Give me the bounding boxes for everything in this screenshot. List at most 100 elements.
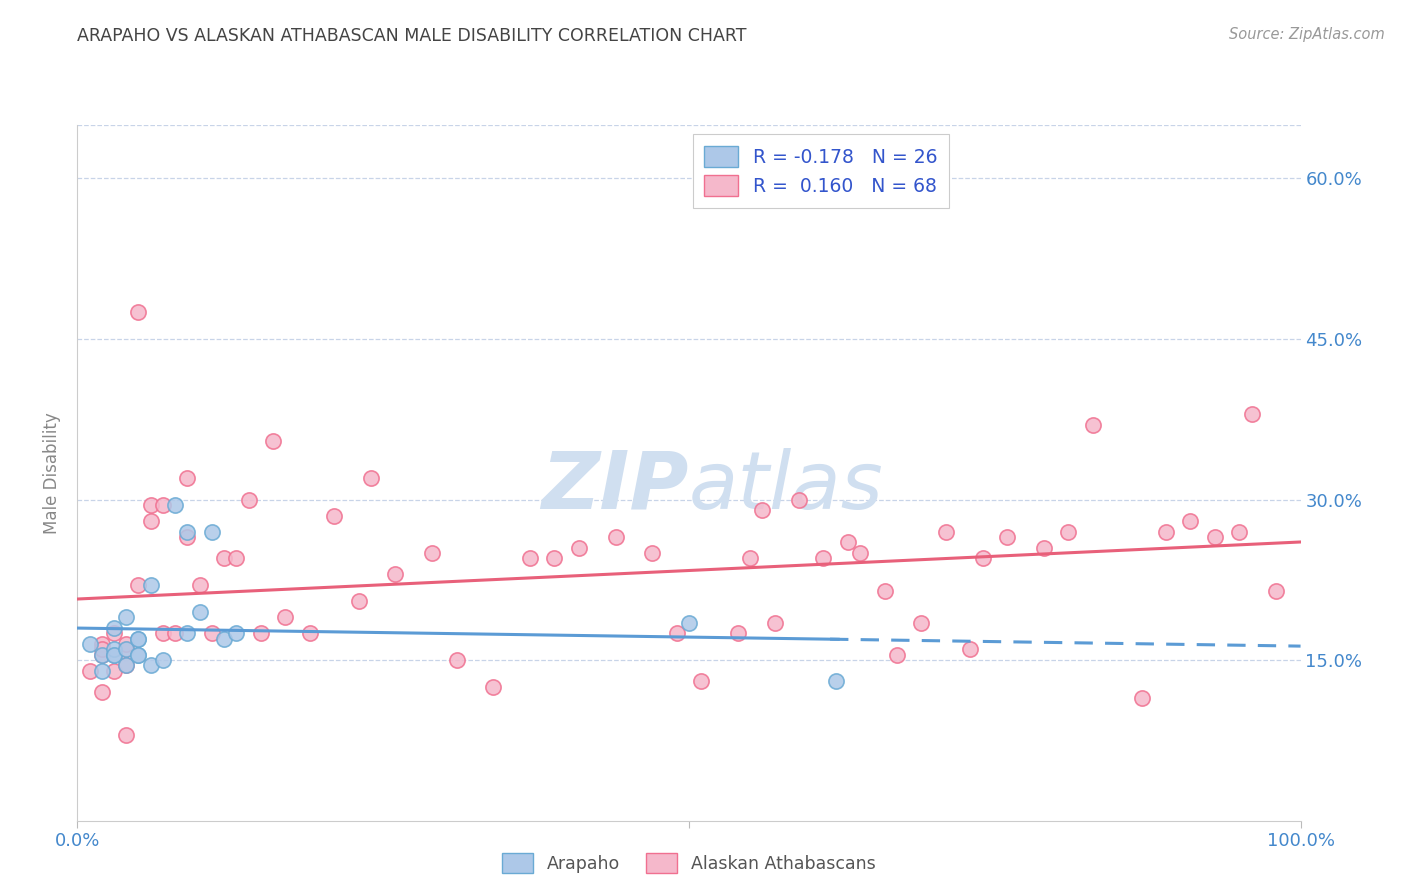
Point (176, 530, 198, 544)
Point (1229, 524, 1251, 539)
Point (972, 551, 994, 566)
Text: atlas: atlas (689, 448, 884, 525)
Point (128, 632, 150, 646)
Point (128, 648, 150, 662)
Point (482, 680, 505, 694)
Point (543, 551, 565, 566)
Point (188, 578, 211, 592)
Point (641, 546, 664, 560)
Point (225, 551, 247, 566)
Point (813, 551, 835, 566)
Point (837, 535, 859, 549)
Point (115, 642, 138, 657)
Point (995, 530, 1018, 544)
Text: ZIP: ZIP (541, 448, 689, 525)
Point (103, 642, 125, 657)
Point (165, 626, 187, 640)
Point (519, 551, 541, 566)
Point (1240, 407, 1263, 421)
Point (201, 626, 224, 640)
Point (176, 626, 198, 640)
Point (787, 492, 810, 507)
Point (886, 648, 908, 662)
Point (873, 583, 896, 598)
Point (1154, 524, 1177, 539)
Point (568, 541, 591, 555)
Point (1265, 583, 1288, 598)
Point (824, 674, 846, 689)
Point (384, 567, 406, 582)
Point (849, 546, 872, 560)
Legend: Arapaho, Alaskan Athabascans: Arapaho, Alaskan Athabascans (494, 844, 884, 881)
Point (959, 642, 981, 657)
Point (139, 578, 162, 592)
Point (90, 648, 112, 662)
Point (103, 648, 125, 662)
Point (250, 626, 273, 640)
Point (910, 615, 932, 630)
Point (115, 610, 138, 624)
Point (176, 471, 198, 485)
Point (605, 530, 627, 544)
Point (152, 498, 174, 512)
Point (90, 664, 112, 678)
Point (103, 626, 125, 640)
Y-axis label: Male Disability: Male Disability (44, 412, 62, 533)
Point (323, 508, 346, 523)
Point (274, 610, 297, 624)
Point (298, 626, 321, 640)
Point (139, 498, 162, 512)
Point (678, 615, 700, 630)
Point (420, 546, 443, 560)
Point (665, 626, 688, 640)
Point (128, 578, 150, 592)
Text: Source: ZipAtlas.com: Source: ZipAtlas.com (1229, 27, 1385, 42)
Point (1057, 524, 1080, 539)
Point (225, 626, 247, 640)
Point (347, 594, 370, 608)
Point (90, 637, 112, 651)
Point (128, 632, 150, 646)
Point (1180, 514, 1202, 528)
Point (115, 642, 138, 657)
Point (152, 653, 174, 667)
Point (360, 471, 382, 485)
Point (165, 498, 187, 512)
Point (446, 653, 468, 667)
Text: ARAPAHO VS ALASKAN ATHABASCAN MALE DISABILITY CORRELATION CHART: ARAPAHO VS ALASKAN ATHABASCAN MALE DISAB… (77, 27, 747, 45)
Point (188, 605, 211, 619)
Point (935, 524, 957, 539)
Point (103, 621, 125, 635)
Point (115, 728, 138, 742)
Point (139, 658, 162, 673)
Point (90, 642, 112, 657)
Point (212, 632, 235, 646)
Point (1130, 690, 1153, 705)
Point (751, 503, 773, 517)
Point (128, 648, 150, 662)
Point (201, 524, 224, 539)
Point (139, 514, 162, 528)
Point (1081, 417, 1104, 432)
Point (103, 648, 125, 662)
Point (740, 551, 762, 566)
Point (128, 305, 150, 319)
Point (79, 664, 101, 678)
Point (79, 637, 101, 651)
Point (763, 615, 786, 630)
Point (115, 637, 138, 651)
Point (262, 434, 284, 448)
Point (115, 658, 138, 673)
Point (212, 551, 235, 566)
Point (115, 658, 138, 673)
Point (690, 674, 713, 689)
Point (90, 648, 112, 662)
Point (103, 664, 125, 678)
Point (1204, 530, 1226, 544)
Point (1032, 541, 1054, 555)
Point (238, 492, 260, 507)
Point (727, 626, 749, 640)
Point (176, 524, 198, 539)
Point (152, 626, 174, 640)
Point (90, 685, 112, 699)
